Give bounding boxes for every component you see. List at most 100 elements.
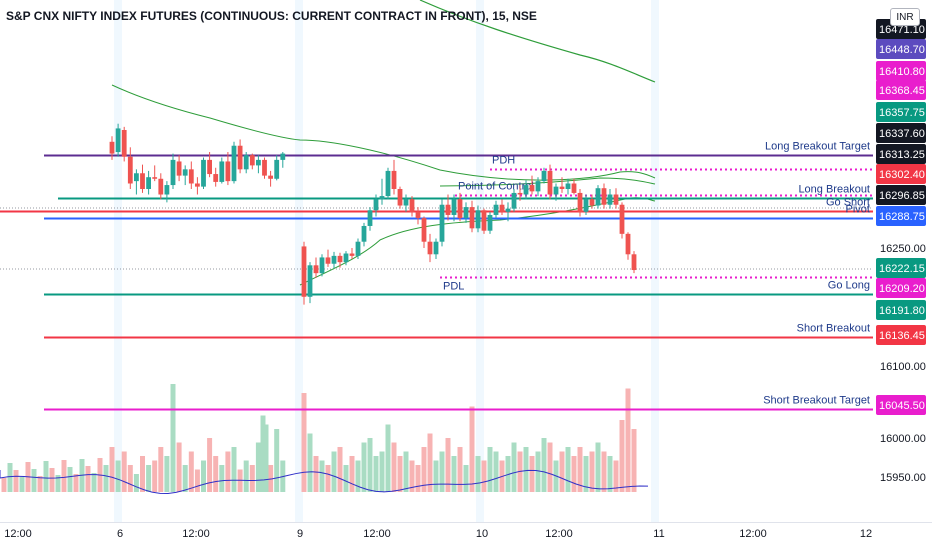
session-stripe <box>476 0 484 522</box>
candle-body <box>325 257 331 264</box>
volume-bar <box>188 451 194 492</box>
volume-bar <box>152 460 158 492</box>
volume-bar <box>457 447 463 492</box>
time-tick-label: 12:00 <box>4 528 32 540</box>
candle-body <box>499 204 505 212</box>
candle-body <box>319 257 325 274</box>
long-moving-average <box>419 0 656 83</box>
volume-bar <box>511 442 517 492</box>
candle-body <box>349 253 355 256</box>
price-scale-tag-text: 16302.40 <box>879 169 925 181</box>
candle-body <box>313 265 319 274</box>
volume-bar <box>274 429 280 492</box>
volume-bar <box>373 456 379 492</box>
volume-bar <box>415 465 421 492</box>
price-scale-tag <box>876 164 926 184</box>
candle-body <box>631 254 637 271</box>
candle-body <box>571 183 577 193</box>
price-scale-tag <box>876 395 926 415</box>
volume-bar <box>121 451 127 492</box>
candle-body <box>421 218 427 242</box>
volume-bar <box>133 474 139 492</box>
time-tick-label: 6 <box>117 528 123 540</box>
candle-body <box>577 192 583 212</box>
candle-body <box>463 207 469 219</box>
candle-body <box>505 208 511 212</box>
volume-bar <box>349 456 355 492</box>
session-stripe <box>114 0 122 522</box>
volume-bar <box>427 433 433 492</box>
session-stripe <box>295 0 303 522</box>
volume-bar <box>325 465 331 492</box>
price-scale-tag-text: 16313.25 <box>879 149 925 161</box>
candle-body <box>127 156 133 184</box>
candle-body <box>201 159 206 187</box>
price-scale-tag <box>876 80 926 100</box>
candle-body <box>231 145 237 182</box>
candle-body <box>451 199 457 215</box>
volume-bar <box>13 470 19 492</box>
session-stripe <box>651 0 659 522</box>
volume-bar <box>91 473 97 492</box>
volume-bar <box>109 447 115 492</box>
volume-bar <box>243 460 249 492</box>
volume-bar <box>433 460 439 492</box>
volume-bar <box>140 456 145 492</box>
volume-bar <box>260 415 266 492</box>
price-scale-tag <box>876 39 926 59</box>
price-axis[interactable]: 16250.00 16100.00 16000.00 15950.00 16471.10… <box>875 0 932 522</box>
volume-ma-line <box>0 469 649 494</box>
candle-body <box>379 196 385 200</box>
volume-bar <box>535 451 541 492</box>
vwap-band-upper <box>111 84 656 181</box>
volume-bar <box>343 465 349 492</box>
candle-body <box>164 185 170 195</box>
time-tick-label: 12:00 <box>182 528 210 540</box>
price-scale-tag-text: 16296.85 <box>879 190 925 202</box>
volume-bar <box>463 465 469 492</box>
price-scale-tag-text: 16136.45 <box>879 330 925 342</box>
candle-body <box>619 204 625 234</box>
candle-body <box>243 155 249 170</box>
volume-bar <box>601 451 607 492</box>
volume-bar <box>19 477 25 492</box>
candle-body <box>493 204 499 215</box>
price-scale-tag <box>876 185 926 205</box>
candle-body <box>613 194 619 205</box>
price-scale-tag <box>876 102 926 122</box>
level-label: Long Breakout <box>798 184 870 196</box>
volume-bar <box>391 442 397 492</box>
volume-bar <box>331 451 337 492</box>
volume-bar <box>619 420 625 492</box>
candle-body <box>427 241 433 255</box>
volume-bar <box>49 468 55 492</box>
volume-bar <box>225 451 231 492</box>
volume-bar <box>571 456 577 492</box>
time-axis[interactable]: 12:00 6 12:00 9 12:00 10 12:00 11 12:00 12 <box>0 522 932 541</box>
volume-bar <box>231 447 237 492</box>
candle-body <box>262 159 267 176</box>
candle-body <box>121 129 127 157</box>
price-scale-tag <box>876 325 926 345</box>
candle-body <box>274 159 280 179</box>
candle-body <box>249 155 255 166</box>
candle-body <box>529 185 535 192</box>
candle-body <box>583 199 589 212</box>
volume-bar <box>577 447 583 492</box>
volume-bar <box>445 438 451 492</box>
moving-average-lines <box>111 0 656 286</box>
candle-body <box>607 194 613 205</box>
candle-body <box>361 225 367 242</box>
volume-bars <box>0 384 649 494</box>
price-scale-tag <box>876 206 926 226</box>
candle-body <box>307 265 313 297</box>
volume-bar <box>176 442 182 492</box>
candle-body <box>601 188 607 205</box>
candle-body <box>553 186 559 195</box>
currency-badge[interactable]: INR <box>890 8 920 26</box>
volume-bar <box>255 442 261 492</box>
volume-bar <box>319 460 325 492</box>
candle-body <box>439 204 445 242</box>
